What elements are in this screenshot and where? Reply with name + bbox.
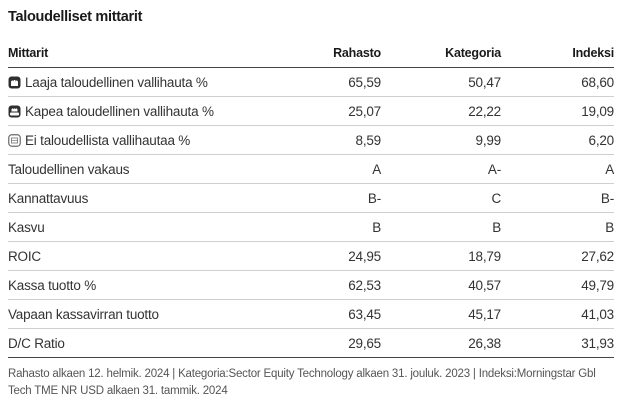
fund-value: 25,07 <box>301 96 381 126</box>
table-row: Ei taloudellista vallihautaa % 8,59 9,99… <box>8 125 614 155</box>
fund-value: 24,95 <box>301 241 381 271</box>
row-label: Kannattavuus <box>8 183 301 213</box>
financial-metrics-table: Mittarit Rahasto Kategoria Indeksi Laaja… <box>8 38 614 358</box>
footnote: Rahasto alkaen 12. helmik. 2024 | Katego… <box>8 368 596 397</box>
row-label: Kasvu <box>8 212 301 242</box>
table-row: Kassa tuotto % 62,53 40,57 49,79 <box>8 270 614 300</box>
fund-value: 62,53 <box>301 270 381 300</box>
column-header-metrics: Mittarit <box>8 38 301 68</box>
wide-moat-icon <box>8 76 21 89</box>
row-label: Taloudellinen vakaus <box>8 154 301 184</box>
row-label: D/C Ratio <box>8 328 301 358</box>
fund-value: 63,45 <box>301 299 381 329</box>
fund-value: A <box>301 154 381 184</box>
column-header-fund: Rahasto <box>301 38 381 68</box>
row-label: Kapea taloudellinen vallihauta % <box>25 103 214 119</box>
category-value: 40,57 <box>381 270 501 300</box>
table-row: ROIC 24,95 18,79 27,62 <box>8 241 614 271</box>
fund-value: 29,65 <box>301 328 381 358</box>
index-value: 31,93 <box>501 328 614 358</box>
no-moat-icon <box>8 133 21 147</box>
table-row: Taloudellinen vakaus A A- A <box>8 154 614 184</box>
index-value: A <box>501 154 614 184</box>
category-value: 22,22 <box>381 96 501 126</box>
category-value: 9,99 <box>381 125 501 155</box>
narrow-moat-icon <box>8 105 21 118</box>
fund-value: 8,59 <box>301 125 381 155</box>
category-value: 45,17 <box>381 299 501 329</box>
table-row: Kannattavuus B- C B- <box>8 183 614 213</box>
index-value: 6,20 <box>501 125 614 155</box>
index-value: B- <box>501 183 614 213</box>
table-row: D/C Ratio 29,65 26,38 31,93 <box>8 328 614 358</box>
fund-value: 65,59 <box>301 67 381 97</box>
category-value: A- <box>381 154 501 184</box>
row-label: Kassa tuotto % <box>8 270 301 300</box>
index-value: 19,09 <box>501 96 614 126</box>
column-header-index: Indeksi <box>501 38 614 68</box>
index-value: 41,03 <box>501 299 614 329</box>
index-value: B <box>501 212 614 242</box>
row-label: Vapaan kassavirran tuotto <box>8 299 301 329</box>
category-value: 50,47 <box>381 67 501 97</box>
page-title: Taloudelliset mittarit <box>8 9 143 25</box>
table-row: Kasvu B B B <box>8 212 614 242</box>
fund-value: B <box>301 212 381 242</box>
row-label-cell: Laaja taloudellinen vallihauta % <box>8 67 301 97</box>
category-value: B <box>381 212 501 242</box>
table-row: Vapaan kassavirran tuotto 63,45 45,17 41… <box>8 299 614 329</box>
index-value: 27,62 <box>501 241 614 271</box>
table-header-row: Mittarit Rahasto Kategoria Indeksi <box>8 38 614 68</box>
category-value: 18,79 <box>381 241 501 271</box>
row-label: Ei taloudellista vallihautaa % <box>25 132 191 148</box>
fund-value: B- <box>301 183 381 213</box>
table-row: Kapea taloudellinen vallihauta % 25,07 2… <box>8 96 614 126</box>
index-value: 49,79 <box>501 270 614 300</box>
row-label-cell: Kapea taloudellinen vallihauta % <box>8 96 301 126</box>
row-label: ROIC <box>8 241 301 271</box>
table-row: Laaja taloudellinen vallihauta % 65,59 5… <box>8 67 614 97</box>
row-label-cell: Ei taloudellista vallihautaa % <box>8 125 301 155</box>
column-header-category: Kategoria <box>381 38 501 68</box>
index-value: 68,60 <box>501 67 614 97</box>
category-value: 26,38 <box>381 328 501 358</box>
row-label: Laaja taloudellinen vallihauta % <box>25 74 208 90</box>
category-value: C <box>381 183 501 213</box>
